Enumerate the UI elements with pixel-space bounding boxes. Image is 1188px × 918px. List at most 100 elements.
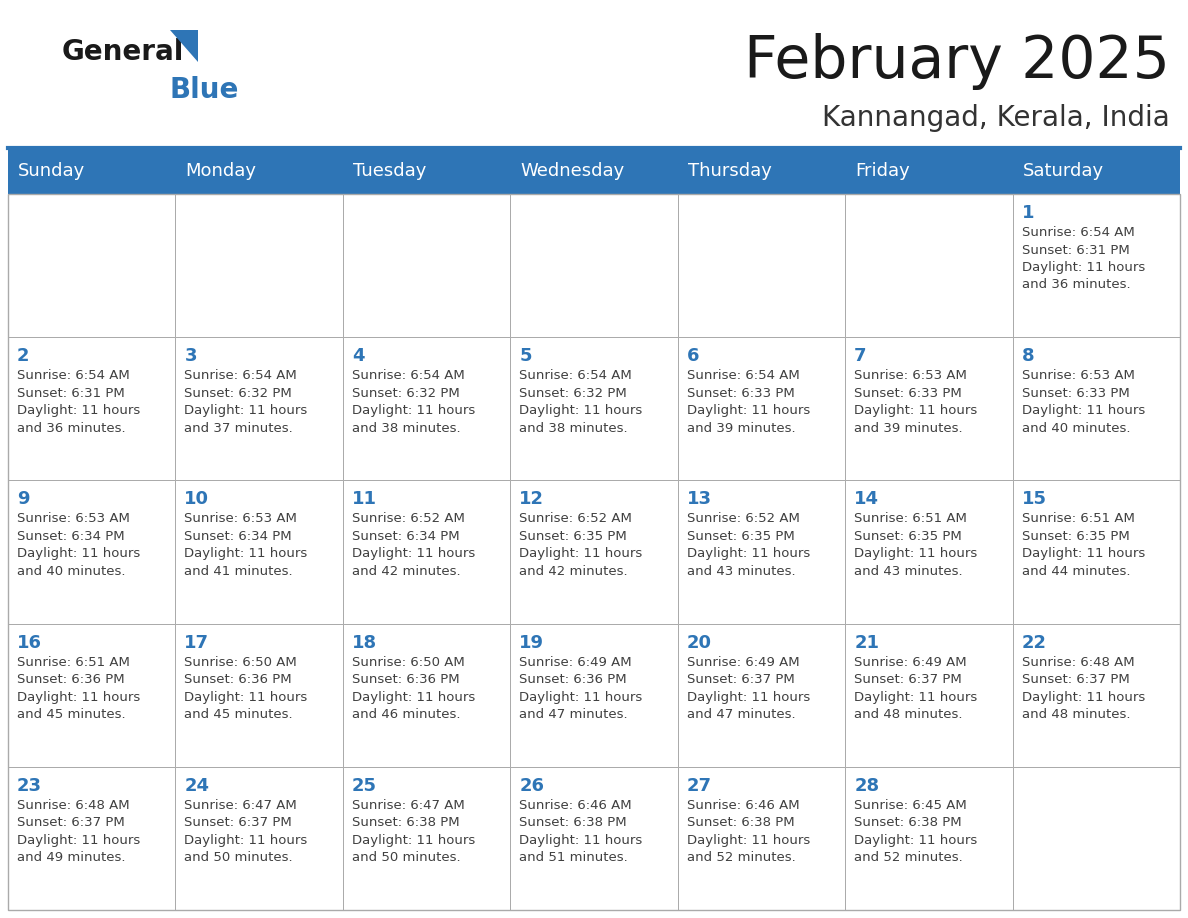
Bar xyxy=(176,337,343,480)
Bar xyxy=(8,194,1180,910)
Text: 25: 25 xyxy=(352,777,377,795)
Text: Sunset: 6:34 PM: Sunset: 6:34 PM xyxy=(184,530,292,543)
Text: and 51 minutes.: and 51 minutes. xyxy=(519,851,628,865)
Text: and 50 minutes.: and 50 minutes. xyxy=(184,851,293,865)
Text: Daylight: 11 hours: Daylight: 11 hours xyxy=(184,834,308,846)
Text: Sunset: 6:38 PM: Sunset: 6:38 PM xyxy=(854,816,962,829)
Text: Sunset: 6:36 PM: Sunset: 6:36 PM xyxy=(17,673,125,686)
Text: Kannangad, Kerala, India: Kannangad, Kerala, India xyxy=(822,104,1170,132)
Bar xyxy=(1012,194,1180,337)
Text: Sunrise: 6:51 AM: Sunrise: 6:51 AM xyxy=(854,512,967,525)
Text: and 38 minutes.: and 38 minutes. xyxy=(352,421,461,435)
Text: Sunrise: 6:51 AM: Sunrise: 6:51 AM xyxy=(1022,512,1135,525)
Text: Daylight: 11 hours: Daylight: 11 hours xyxy=(519,834,643,846)
Text: Sunset: 6:33 PM: Sunset: 6:33 PM xyxy=(687,386,795,399)
Text: Sunset: 6:32 PM: Sunset: 6:32 PM xyxy=(184,386,292,399)
Text: Sunset: 6:31 PM: Sunset: 6:31 PM xyxy=(1022,243,1130,256)
Text: Blue: Blue xyxy=(170,76,239,104)
Text: Sunrise: 6:50 AM: Sunrise: 6:50 AM xyxy=(184,655,297,668)
Text: Sunrise: 6:49 AM: Sunrise: 6:49 AM xyxy=(854,655,967,668)
Text: Sunset: 6:34 PM: Sunset: 6:34 PM xyxy=(352,530,460,543)
Text: and 39 minutes.: and 39 minutes. xyxy=(854,421,962,435)
Text: Sunrise: 6:54 AM: Sunrise: 6:54 AM xyxy=(687,369,800,382)
Bar xyxy=(511,623,677,767)
Text: Daylight: 11 hours: Daylight: 11 hours xyxy=(17,690,140,703)
Bar xyxy=(1012,480,1180,623)
Bar xyxy=(8,194,176,337)
Text: Sunset: 6:37 PM: Sunset: 6:37 PM xyxy=(17,816,125,829)
Bar xyxy=(677,623,845,767)
Bar xyxy=(845,480,1012,623)
Bar xyxy=(343,480,511,623)
Bar xyxy=(176,623,343,767)
Text: Sunrise: 6:51 AM: Sunrise: 6:51 AM xyxy=(17,655,129,668)
Text: Sunrise: 6:54 AM: Sunrise: 6:54 AM xyxy=(352,369,465,382)
Text: Sunrise: 6:46 AM: Sunrise: 6:46 AM xyxy=(687,799,800,812)
Text: Daylight: 11 hours: Daylight: 11 hours xyxy=(352,690,475,703)
Text: Sunrise: 6:53 AM: Sunrise: 6:53 AM xyxy=(184,512,297,525)
Text: 16: 16 xyxy=(17,633,42,652)
Text: Sunrise: 6:49 AM: Sunrise: 6:49 AM xyxy=(519,655,632,668)
Text: 24: 24 xyxy=(184,777,209,795)
Text: and 49 minutes.: and 49 minutes. xyxy=(17,851,126,865)
Text: 14: 14 xyxy=(854,490,879,509)
Polygon shape xyxy=(170,30,198,62)
Text: Daylight: 11 hours: Daylight: 11 hours xyxy=(687,547,810,560)
Text: Daylight: 11 hours: Daylight: 11 hours xyxy=(519,690,643,703)
Text: Sunrise: 6:53 AM: Sunrise: 6:53 AM xyxy=(854,369,967,382)
Text: Sunset: 6:38 PM: Sunset: 6:38 PM xyxy=(687,816,795,829)
Text: 8: 8 xyxy=(1022,347,1035,365)
Text: Daylight: 11 hours: Daylight: 11 hours xyxy=(854,547,978,560)
Text: Daylight: 11 hours: Daylight: 11 hours xyxy=(352,547,475,560)
Text: Daylight: 11 hours: Daylight: 11 hours xyxy=(854,834,978,846)
Text: Sunrise: 6:45 AM: Sunrise: 6:45 AM xyxy=(854,799,967,812)
Text: Sunset: 6:37 PM: Sunset: 6:37 PM xyxy=(184,816,292,829)
Bar xyxy=(845,194,1012,337)
Text: Sunset: 6:36 PM: Sunset: 6:36 PM xyxy=(352,673,460,686)
Text: 26: 26 xyxy=(519,777,544,795)
Text: 11: 11 xyxy=(352,490,377,509)
Bar xyxy=(1012,337,1180,480)
Text: Daylight: 11 hours: Daylight: 11 hours xyxy=(352,834,475,846)
Text: and 36 minutes.: and 36 minutes. xyxy=(1022,278,1130,292)
Bar xyxy=(176,767,343,910)
Text: Daylight: 11 hours: Daylight: 11 hours xyxy=(519,404,643,417)
Text: Sunset: 6:35 PM: Sunset: 6:35 PM xyxy=(687,530,795,543)
Text: 1: 1 xyxy=(1022,204,1034,222)
Text: Sunrise: 6:53 AM: Sunrise: 6:53 AM xyxy=(17,512,129,525)
Bar xyxy=(8,148,1180,194)
Bar xyxy=(677,337,845,480)
Text: Sunset: 6:37 PM: Sunset: 6:37 PM xyxy=(687,673,795,686)
Bar xyxy=(8,337,176,480)
Text: Sunrise: 6:52 AM: Sunrise: 6:52 AM xyxy=(352,512,465,525)
Text: and 38 minutes.: and 38 minutes. xyxy=(519,421,628,435)
Bar xyxy=(1012,623,1180,767)
Bar xyxy=(8,623,176,767)
Text: Daylight: 11 hours: Daylight: 11 hours xyxy=(352,404,475,417)
Text: Daylight: 11 hours: Daylight: 11 hours xyxy=(854,690,978,703)
Bar xyxy=(343,194,511,337)
Text: and 40 minutes.: and 40 minutes. xyxy=(1022,421,1130,435)
Text: 22: 22 xyxy=(1022,633,1047,652)
Bar xyxy=(511,337,677,480)
Text: and 36 minutes.: and 36 minutes. xyxy=(17,421,126,435)
Bar xyxy=(176,194,343,337)
Bar xyxy=(343,337,511,480)
Text: 9: 9 xyxy=(17,490,30,509)
Bar xyxy=(511,767,677,910)
Text: 12: 12 xyxy=(519,490,544,509)
Text: Sunrise: 6:47 AM: Sunrise: 6:47 AM xyxy=(184,799,297,812)
Text: Sunset: 6:36 PM: Sunset: 6:36 PM xyxy=(519,673,627,686)
Text: Sunrise: 6:46 AM: Sunrise: 6:46 AM xyxy=(519,799,632,812)
Bar xyxy=(8,480,176,623)
Bar xyxy=(677,194,845,337)
Bar xyxy=(845,767,1012,910)
Text: Sunrise: 6:53 AM: Sunrise: 6:53 AM xyxy=(1022,369,1135,382)
Text: Sunset: 6:31 PM: Sunset: 6:31 PM xyxy=(17,386,125,399)
Text: 27: 27 xyxy=(687,777,712,795)
Text: Sunrise: 6:48 AM: Sunrise: 6:48 AM xyxy=(1022,655,1135,668)
Text: and 39 minutes.: and 39 minutes. xyxy=(687,421,795,435)
Text: 7: 7 xyxy=(854,347,866,365)
Text: and 41 minutes.: and 41 minutes. xyxy=(184,565,293,578)
Text: Sunset: 6:33 PM: Sunset: 6:33 PM xyxy=(1022,386,1130,399)
